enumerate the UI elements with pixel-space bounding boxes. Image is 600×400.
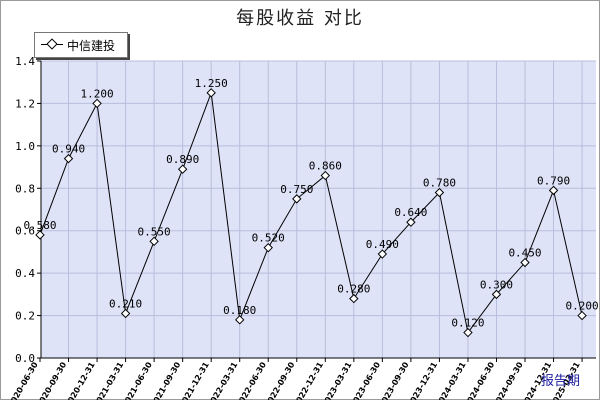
y-tick-label: 1.2	[15, 97, 35, 110]
data-point	[406, 217, 416, 227]
data-point	[548, 185, 559, 196]
data-point	[63, 153, 74, 164]
x-tick-label: 2022-03-31	[206, 360, 240, 400]
data-label: 0.520	[252, 232, 285, 245]
x-tick-label: 2024-03-31	[434, 360, 468, 400]
data-point	[92, 98, 102, 109]
data-point	[177, 164, 188, 174]
legend-label: 中信建投	[67, 39, 116, 53]
x-tick-label: 2020-06-30	[6, 360, 40, 400]
y-tick-label: 0.4	[15, 267, 35, 280]
x-tick-label: 2024-06-30	[463, 360, 497, 400]
data-label: 0.210	[109, 297, 142, 310]
y-tick-label: 0.6	[15, 225, 35, 238]
data-label: 0.780	[423, 177, 456, 190]
x-tick-label: 2022-06-30	[235, 360, 269, 400]
data-point	[263, 242, 273, 253]
data-point	[491, 289, 502, 300]
data-label: 0.550	[138, 225, 171, 238]
data-label: 0.940	[52, 143, 85, 156]
y-tick-label: 0.2	[15, 310, 35, 323]
y-tick-label: 1.0	[15, 140, 35, 153]
x-tick-label: 2023-03-31	[320, 360, 354, 400]
data-point	[292, 194, 302, 204]
data-point	[320, 170, 331, 181]
x-tick-label: 2023-06-30	[349, 360, 383, 400]
data-label: 1.250	[195, 77, 228, 90]
chart-title: 每股收益 对比	[236, 8, 364, 29]
x-tick-label: 2023-12-31	[406, 360, 440, 400]
x-tick-label: 2022-12-31	[292, 360, 326, 400]
x-tick-label: 2021-09-30	[149, 360, 183, 400]
data-point	[35, 230, 45, 240]
data-point	[434, 187, 445, 198]
data-point	[349, 293, 359, 304]
x-tick-label: 2023-09-30	[377, 360, 411, 400]
x-tick-label: 2021-12-31	[178, 360, 212, 400]
data-label: 1.200	[80, 87, 113, 100]
data-label: 0.200	[566, 300, 599, 313]
data-label: 0.860	[309, 160, 342, 173]
data-point	[120, 308, 131, 319]
data-label: 0.750	[280, 183, 313, 196]
data-point	[235, 315, 245, 325]
data-label: 0.450	[508, 247, 541, 260]
data-point	[149, 236, 159, 247]
y-tick-label: 0.0	[15, 352, 35, 365]
x-axis-title: 报告期	[541, 374, 580, 389]
data-label: 0.640	[394, 206, 427, 219]
x-tick-label: 2021-03-31	[92, 360, 126, 400]
data-point	[377, 249, 388, 259]
data-point	[206, 88, 216, 98]
legend-diamond-icon	[46, 38, 58, 50]
data-point	[463, 327, 473, 338]
data-point	[577, 310, 587, 321]
data-label: 0.890	[166, 153, 199, 166]
x-tick-label: 2024-09-30	[491, 360, 525, 400]
data-label: 0.280	[337, 283, 370, 296]
x-tick-label: 2021-06-30	[120, 360, 154, 400]
data-label: 0.180	[223, 304, 256, 317]
x-tick-label: 2020-09-30	[35, 360, 69, 400]
legend: 中信建投	[34, 32, 128, 58]
y-tick-label: 0.8	[15, 182, 35, 195]
y-tick-label: 1.4	[15, 55, 35, 68]
plot-background	[41, 61, 596, 358]
data-label: 0.490	[366, 238, 399, 251]
x-tick-label: 2022-09-30	[263, 360, 297, 400]
x-tick-label: 2020-12-31	[63, 360, 97, 400]
data-label: 0.300	[480, 278, 513, 291]
data-label: 0.120	[451, 317, 484, 330]
data-label: 0.790	[537, 174, 570, 187]
series-line	[39, 92, 583, 334]
data-label: 0.580	[23, 219, 56, 232]
data-point	[520, 257, 530, 268]
